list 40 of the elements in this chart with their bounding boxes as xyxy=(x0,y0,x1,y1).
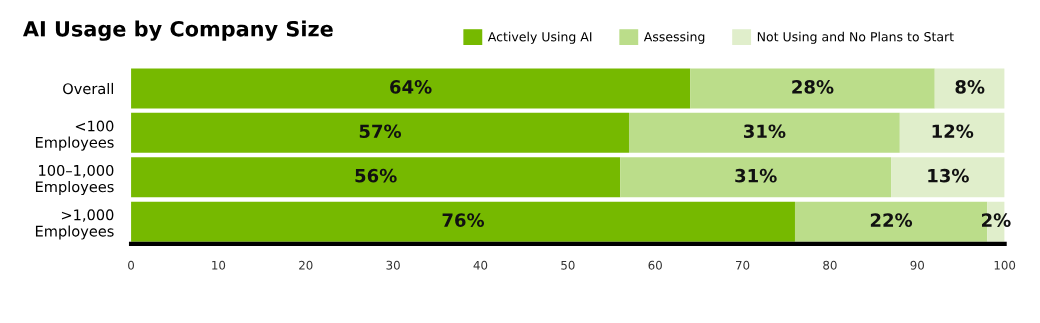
legend-label: Actively Using AI xyxy=(487,31,592,44)
x-tick-label: 50 xyxy=(561,260,575,270)
data-label: 31% xyxy=(744,124,786,139)
bar xyxy=(899,112,1005,153)
x-tick-label: 70 xyxy=(736,260,750,270)
data-label: 76% xyxy=(442,213,485,227)
data-label: 2% xyxy=(982,213,1011,227)
x-tick-label: 0 xyxy=(128,260,135,270)
data-label: 13% xyxy=(928,168,969,183)
bar xyxy=(934,68,1005,109)
bar xyxy=(891,157,1005,198)
y-tick-label: >1,000 Employees xyxy=(35,209,114,240)
x-tick-label: 60 xyxy=(648,260,662,270)
data-label: 56% xyxy=(355,168,397,183)
bar xyxy=(131,112,629,153)
x-tick-label: 10 xyxy=(212,260,226,270)
x-tick-label: 40 xyxy=(473,260,488,270)
data-label: 64% xyxy=(390,80,432,94)
data-label: 8% xyxy=(955,80,985,94)
legend-label: Assessing xyxy=(643,31,705,44)
legend-label: Not Using and No Plans to Start xyxy=(757,31,954,44)
chart-title: AI Usage by Company Size xyxy=(22,20,333,41)
x-tick-label: 30 xyxy=(386,260,400,270)
bar xyxy=(131,68,691,109)
x-tick-label: 80 xyxy=(823,260,837,270)
data-label: 28% xyxy=(792,80,834,94)
data-label: 12% xyxy=(932,124,974,139)
x-tick-label: 100 xyxy=(994,260,1016,270)
y-tick-label: Overall xyxy=(63,82,113,95)
data-label: 57% xyxy=(359,124,402,139)
x-tick-label: 20 xyxy=(299,260,313,270)
data-label: 31% xyxy=(735,168,777,183)
bar xyxy=(620,157,892,198)
bar xyxy=(131,157,621,198)
y-tick-label: <100 Employees xyxy=(35,120,114,151)
y-tick-label: 100–1,000 Employees xyxy=(35,164,114,196)
x-tick-label: 90 xyxy=(910,260,925,270)
data-label: 22% xyxy=(870,213,913,227)
bar xyxy=(690,68,935,109)
bar xyxy=(628,112,900,153)
